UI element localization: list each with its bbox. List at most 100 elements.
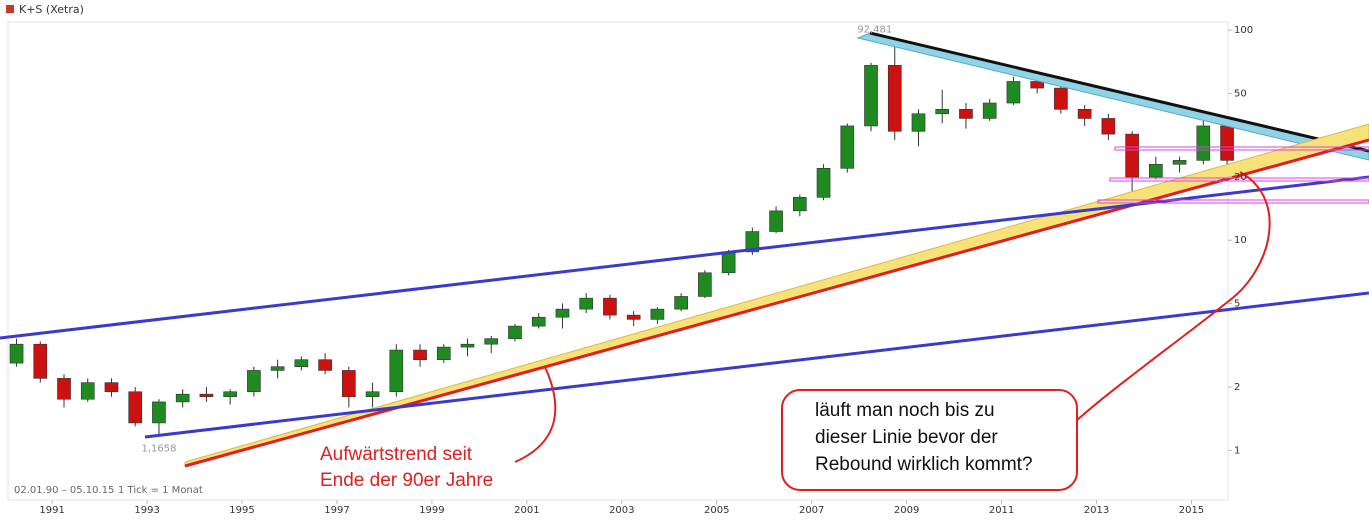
x-tick-label: 1993 <box>134 505 159 516</box>
candle-body <box>508 325 522 339</box>
candle-body <box>674 296 688 310</box>
candle-body <box>152 401 166 424</box>
candle-body <box>389 349 404 393</box>
candle-body <box>792 197 807 212</box>
candle-body <box>318 359 332 371</box>
x-tick-label: 1999 <box>419 505 444 516</box>
x-tick-label: 2001 <box>514 505 539 516</box>
candle-body <box>698 272 712 297</box>
annotation: Aufwärtstrend seit <box>320 444 473 465</box>
candle-body <box>1149 163 1163 178</box>
candle-body <box>603 297 617 316</box>
x-tick-label: 2015 <box>1179 505 1204 516</box>
candle-body <box>247 370 261 393</box>
candle-body <box>1220 125 1234 161</box>
channel-line <box>0 175 1369 340</box>
candle-body <box>555 308 570 318</box>
x-tick-label: 2007 <box>799 505 824 516</box>
annotation: Rebound wirklich kommt? <box>815 454 1033 475</box>
candle-body <box>294 359 309 368</box>
candle-body <box>365 391 380 397</box>
candle-body <box>1054 87 1068 110</box>
candle-body <box>816 168 831 198</box>
x-tick-label: 1991 <box>39 505 64 516</box>
min-label: 1,1658 <box>141 443 176 454</box>
footer-tick: 1 Tick = 1 Monat <box>118 485 203 496</box>
candle-body <box>9 343 24 364</box>
resistance-line <box>869 31 1369 153</box>
candle-body <box>460 343 475 348</box>
candle-body <box>769 210 783 232</box>
x-tick-label: 2005 <box>704 505 729 516</box>
candle-body <box>626 314 641 320</box>
candle-body <box>342 370 356 397</box>
connector <box>1074 171 1271 423</box>
candle-body <box>80 382 95 400</box>
title-marker <box>6 5 14 13</box>
candle-body <box>982 102 997 119</box>
candle-body <box>413 349 427 360</box>
candle-body <box>33 343 48 379</box>
y-tick-label: 10 <box>1234 235 1247 246</box>
candle-body <box>199 393 214 397</box>
y-tick-label: 5 <box>1234 298 1240 309</box>
candle-body <box>1172 160 1187 165</box>
plot-frame <box>7 21 1229 501</box>
candle-body <box>911 113 926 132</box>
trend-lines <box>0 31 1369 491</box>
candle-body <box>436 346 451 360</box>
labels: 02.01.90 – 05.10.15 1 Tick = 1 Monat Auf… <box>14 400 1033 496</box>
uptrend-line <box>184 138 1369 468</box>
y-tick-label: 50 <box>1234 88 1247 99</box>
support-line <box>1114 146 1369 151</box>
resistance-band <box>856 32 1369 161</box>
candle-body <box>1196 125 1211 161</box>
y-tick-label: 100 <box>1234 25 1253 36</box>
candle-body <box>484 338 499 345</box>
candle-body <box>1101 118 1116 135</box>
x-tick-label: 1997 <box>324 505 349 516</box>
candle-body <box>1006 81 1021 104</box>
connector <box>514 366 557 463</box>
candle-body <box>223 391 237 397</box>
candle-body <box>745 231 760 253</box>
candle-body <box>1030 81 1044 89</box>
candle-body <box>840 125 855 169</box>
annotation: läuft man noch bis zu <box>815 400 995 421</box>
candle-body <box>1077 109 1092 119</box>
candle-body <box>175 393 190 403</box>
candle-body <box>959 109 973 119</box>
candle-body <box>270 366 285 371</box>
candle-body <box>531 316 546 327</box>
y-tick-label: 1 <box>1234 445 1240 456</box>
x-tick-label: 2013 <box>1084 505 1109 516</box>
candle-body <box>887 65 902 132</box>
candle-body <box>1125 133 1139 178</box>
candle-body <box>650 308 665 320</box>
support-line <box>1097 199 1369 204</box>
y-tick-label: 2 <box>1234 382 1240 393</box>
max-label: 92,481 <box>857 24 892 35</box>
plot-area <box>9 37 1234 437</box>
channel-line <box>144 291 1369 439</box>
x-tick-label: 2003 <box>609 505 634 516</box>
x-tick-label: 1995 <box>229 505 254 516</box>
support-line <box>1109 177 1369 182</box>
footer-range: 02.01.90 – 05.10.15 <box>14 485 114 496</box>
chart-title: K+S (Xetra) <box>19 3 84 16</box>
x-tick-label: 2009 <box>894 505 919 516</box>
candle-body <box>57 378 71 400</box>
x-tick-label: 2011 <box>989 505 1014 516</box>
annotation: dieser Linie bevor der <box>815 427 998 448</box>
annotation: Ende der 90er Jahre <box>320 470 493 491</box>
candle-body <box>721 251 736 274</box>
candle-body <box>935 109 950 115</box>
candle-body <box>128 391 143 424</box>
candle-body <box>104 382 119 393</box>
candle-body <box>579 297 594 310</box>
callout-box <box>781 389 1078 491</box>
candle-body <box>864 65 878 127</box>
y-tick-label: 20 <box>1234 172 1247 183</box>
